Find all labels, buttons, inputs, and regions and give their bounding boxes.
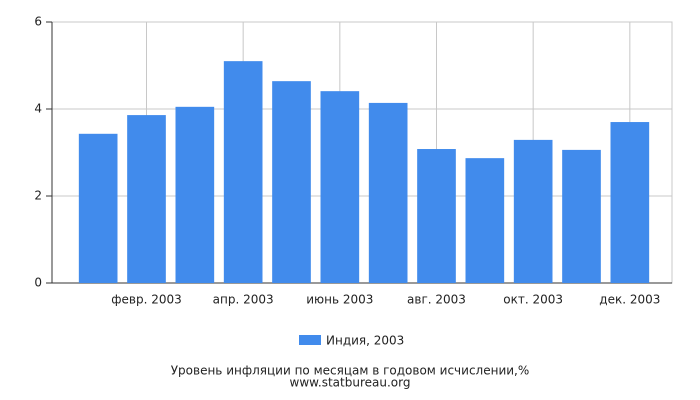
y-tick-label: 2 [34,189,42,203]
bar [175,106,215,283]
x-tick-label: июнь 2003 [306,293,373,307]
legend-swatch [299,335,321,345]
y-tick-label: 0 [34,276,42,290]
bar [223,61,263,284]
y-tick-label: 6 [34,15,42,29]
x-tick-label: дек. 2003 [599,293,660,307]
x-tick-label: февр. 2003 [111,293,182,307]
bar [610,122,650,283]
x-tick-label: авг. 2003 [407,293,466,307]
bar [513,139,553,283]
source: www.statbureau.org [290,376,411,390]
bar [465,158,505,283]
x-tick-label: окт. 2003 [503,293,563,307]
bar [78,133,118,283]
bar [417,149,456,283]
chart-title: Уровень инфляции по месяцам в годовом ис… [171,364,530,378]
bar [562,149,601,283]
legend-label: Индия, 2003 [326,334,404,348]
y-tick-label: 4 [34,102,42,116]
bar [127,115,166,283]
bar [368,102,408,283]
bar [272,81,311,283]
x-tick-label: апр. 2003 [213,293,274,307]
bar [320,91,360,283]
